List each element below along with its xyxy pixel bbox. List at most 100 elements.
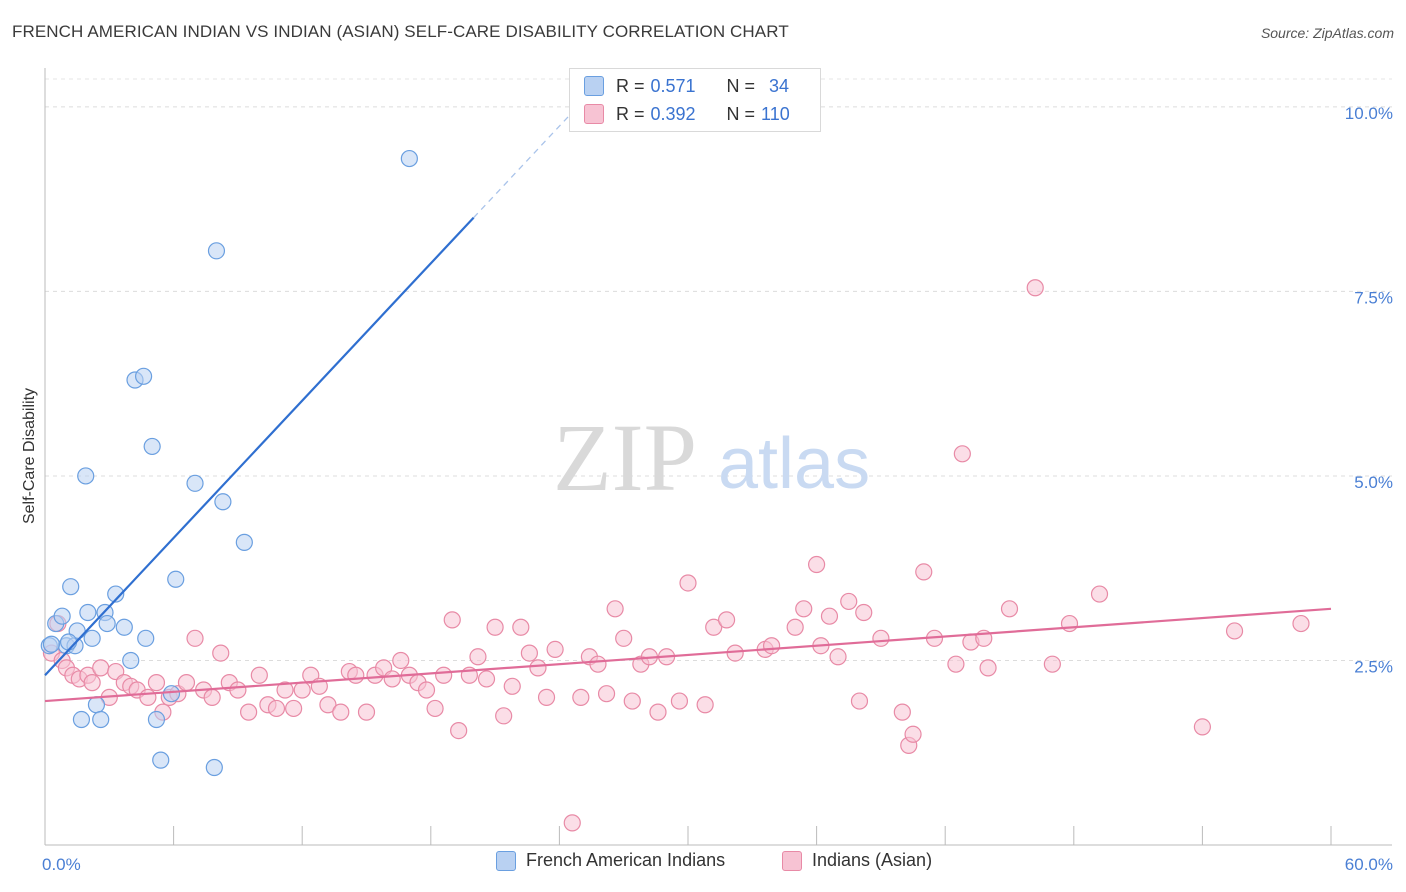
data-point [59, 633, 78, 651]
data-point [1292, 614, 1310, 633]
data-point [212, 644, 230, 662]
data-point [1090, 585, 1109, 603]
x-tick-label: 0.0% [42, 855, 81, 874]
data-point [137, 629, 155, 647]
data-point [87, 696, 106, 714]
data-point [1026, 279, 1044, 297]
data-point [92, 659, 110, 677]
trend-lines [44, 102, 1332, 703]
data-point [115, 618, 133, 636]
data-point [62, 578, 80, 596]
data-point [240, 703, 258, 721]
x-tick-labels: 0.0% 60.0% [42, 855, 1393, 874]
data-point [139, 688, 157, 706]
data-point [186, 474, 204, 492]
data-point [152, 751, 170, 769]
trend-line-blue [44, 216, 475, 676]
y-tick-label: 2.5% [1354, 657, 1393, 676]
data-point [83, 629, 101, 647]
x-tick-label: 60.0% [1345, 855, 1393, 874]
y-tick-label: 5.0% [1354, 473, 1393, 492]
data-point [357, 703, 376, 721]
data-point [77, 467, 95, 485]
data-point [820, 607, 839, 625]
data-point [726, 644, 744, 662]
legend-r-value: 0.571 [650, 75, 696, 96]
data-point [205, 758, 223, 777]
data-point [512, 618, 530, 636]
legend-r-key: R = [616, 103, 645, 124]
data-point [705, 618, 723, 636]
y-tick-label: 10.0% [1345, 104, 1393, 123]
legend-swatch-pink [584, 104, 604, 124]
data-point [717, 611, 736, 629]
legend-n-value: 34 [769, 75, 790, 96]
legend-row-blue: R = 0.571 N = 34 [584, 73, 789, 99]
data-point [214, 493, 232, 511]
legend-swatch-blue [584, 76, 604, 96]
trend-line-pink [44, 607, 1332, 703]
data-point [207, 242, 226, 260]
bottom-legend-item-blue: French American Indians [496, 850, 725, 871]
data-point [840, 592, 858, 611]
data-point [417, 681, 436, 699]
data-point [829, 648, 847, 666]
data-point [98, 614, 116, 633]
data-point [696, 696, 714, 714]
data-point [122, 651, 140, 670]
data-point [649, 703, 667, 721]
data-point [979, 659, 997, 677]
gridlines [45, 78, 1392, 661]
data-point [203, 688, 221, 706]
y-tick-label: 7.5% [1354, 288, 1393, 307]
data-point [400, 149, 418, 168]
data-point [147, 710, 166, 729]
data-point [477, 670, 496, 688]
data-point [563, 814, 581, 832]
data-point [235, 533, 253, 551]
data-point [850, 692, 869, 710]
data-point [392, 651, 410, 670]
data-point [167, 570, 185, 588]
bottom-legend-item-pink: Indians (Asian) [782, 850, 932, 871]
data-point [435, 666, 453, 684]
legend-r-value: 0.392 [650, 103, 696, 124]
data-point [904, 725, 922, 743]
data-point [762, 637, 781, 655]
data-point [807, 555, 826, 574]
trend-line-blue-extension [473, 102, 582, 219]
data-point [162, 685, 181, 703]
data-point [679, 574, 697, 592]
data-point [1060, 614, 1079, 633]
legend-n-key: N = [726, 75, 756, 96]
data-point [615, 629, 633, 647]
data-point [147, 674, 166, 692]
data-point [529, 659, 547, 677]
data-point [267, 699, 286, 718]
data-point [229, 681, 247, 699]
data-point [293, 681, 311, 699]
data-point [1000, 600, 1019, 618]
data-point [546, 640, 564, 659]
legend-n-key: N = [726, 103, 756, 124]
data-point [915, 563, 933, 581]
data-point [450, 721, 468, 740]
data-point [72, 710, 91, 729]
data-point [250, 666, 268, 684]
data-point [319, 696, 337, 714]
data-point [520, 644, 538, 662]
chart-title: FRENCH AMERICAN INDIAN VS INDIAN (ASIAN)… [12, 22, 789, 41]
data-point [486, 618, 504, 636]
data-point [426, 699, 444, 718]
data-point [670, 692, 689, 710]
data-point [872, 629, 890, 647]
data-point [134, 367, 153, 385]
data-point [92, 710, 110, 729]
data-point [953, 445, 971, 463]
data-point [495, 707, 513, 725]
bottom-legend-swatch-pink [782, 850, 802, 871]
data-point [143, 437, 161, 456]
data-point [332, 703, 350, 721]
legend-r-key: R = [616, 75, 645, 96]
axes [44, 68, 1392, 846]
